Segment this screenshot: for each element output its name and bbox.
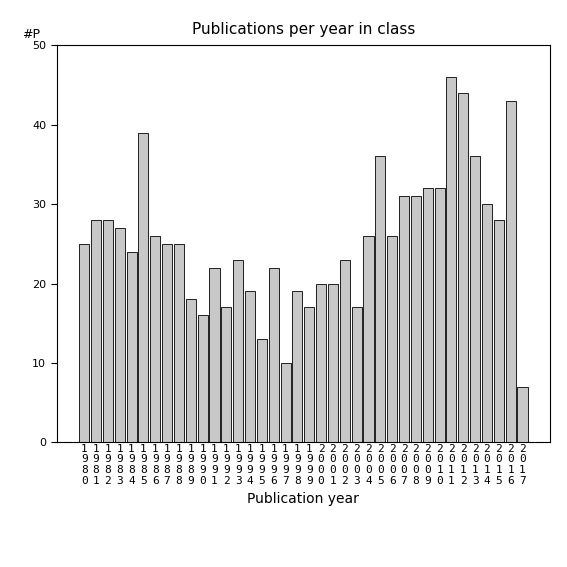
Bar bbox=[494, 220, 504, 442]
Bar bbox=[470, 156, 480, 442]
Bar bbox=[209, 268, 219, 442]
Bar bbox=[352, 307, 362, 442]
Bar bbox=[79, 244, 89, 442]
Bar bbox=[506, 101, 516, 442]
Bar bbox=[316, 284, 326, 442]
Bar bbox=[174, 244, 184, 442]
Bar bbox=[293, 291, 302, 442]
Bar bbox=[115, 228, 125, 442]
Bar bbox=[340, 260, 350, 442]
Bar bbox=[375, 156, 386, 442]
Bar bbox=[245, 291, 255, 442]
Bar bbox=[458, 93, 468, 442]
Bar bbox=[233, 260, 243, 442]
Bar bbox=[446, 77, 456, 442]
Bar bbox=[399, 196, 409, 442]
Bar bbox=[269, 268, 279, 442]
Bar bbox=[387, 236, 397, 442]
Bar bbox=[423, 188, 433, 442]
Text: #P: #P bbox=[22, 28, 40, 41]
Bar bbox=[257, 339, 267, 442]
Bar bbox=[411, 196, 421, 442]
Bar bbox=[91, 220, 101, 442]
Bar bbox=[304, 307, 314, 442]
Bar bbox=[162, 244, 172, 442]
Bar bbox=[482, 204, 492, 442]
Title: Publications per year in class: Publications per year in class bbox=[192, 22, 415, 37]
Bar bbox=[198, 315, 208, 442]
Bar bbox=[126, 252, 137, 442]
Bar bbox=[281, 363, 291, 442]
Bar bbox=[518, 387, 527, 442]
Bar bbox=[138, 133, 149, 442]
Bar bbox=[150, 236, 160, 442]
Bar bbox=[328, 284, 338, 442]
Bar bbox=[103, 220, 113, 442]
X-axis label: Publication year: Publication year bbox=[247, 492, 359, 506]
Bar bbox=[434, 188, 445, 442]
Bar bbox=[363, 236, 374, 442]
Bar bbox=[221, 307, 231, 442]
Bar bbox=[186, 299, 196, 442]
